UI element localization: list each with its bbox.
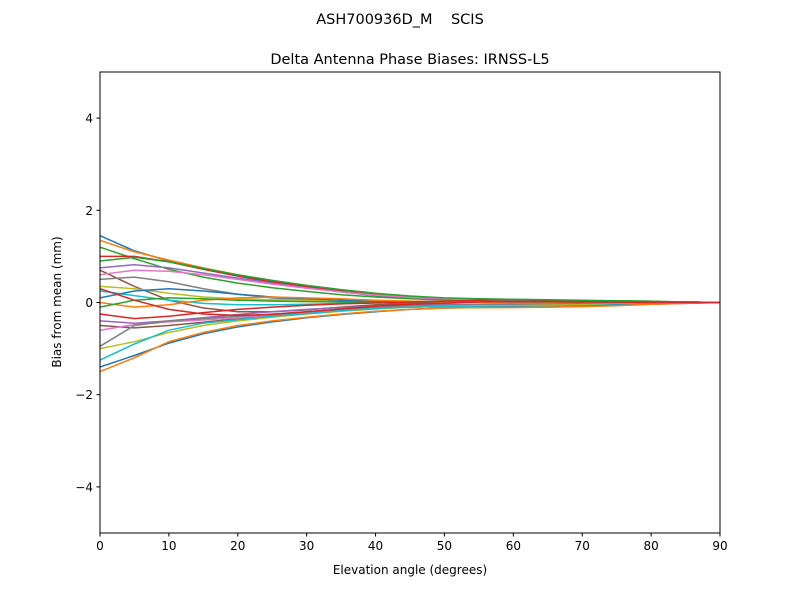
series-line-1 [99,235,721,304]
x-tick-label: 70 [575,539,590,553]
y-tick-label: 2 [85,204,93,218]
x-tick-label: 20 [230,539,245,553]
series-line-23 [99,256,721,304]
y-tick-label: −4 [75,480,93,494]
x-axis-ticks: 0 10 20 30 40 50 60 70 80 90 [96,533,728,553]
series-line-3 [99,246,721,304]
y-axis-label: Bias from mean (mm) [50,236,64,367]
x-tick-label: 80 [643,539,658,553]
x-tick-label: 90 [712,539,727,553]
x-tick-label: 10 [161,539,176,553]
y-tick-label: 4 [85,112,93,126]
x-axis-label: Elevation angle (degrees) [333,563,487,577]
series-line-22 [99,301,721,373]
x-tick-label: 40 [368,539,383,553]
x-tick-label: 30 [299,539,314,553]
series-line-24 [99,287,720,317]
y-tick-label: −2 [75,388,93,402]
x-tick-label: 60 [506,539,521,553]
figure-suptitle: ASH700936D_M SCIS [316,12,484,28]
series-line-20 [99,301,721,361]
x-tick-label: 0 [96,539,104,553]
series-line-18 [99,301,720,347]
y-tick-label: 0 [85,296,93,310]
series-lines [99,235,721,373]
x-tick-label: 50 [437,539,452,553]
y-axis-ticks: −4 −2 0 2 4 [75,112,100,494]
chart-title: Delta Antenna Phase Biases: IRNSS-L5 [270,52,549,68]
